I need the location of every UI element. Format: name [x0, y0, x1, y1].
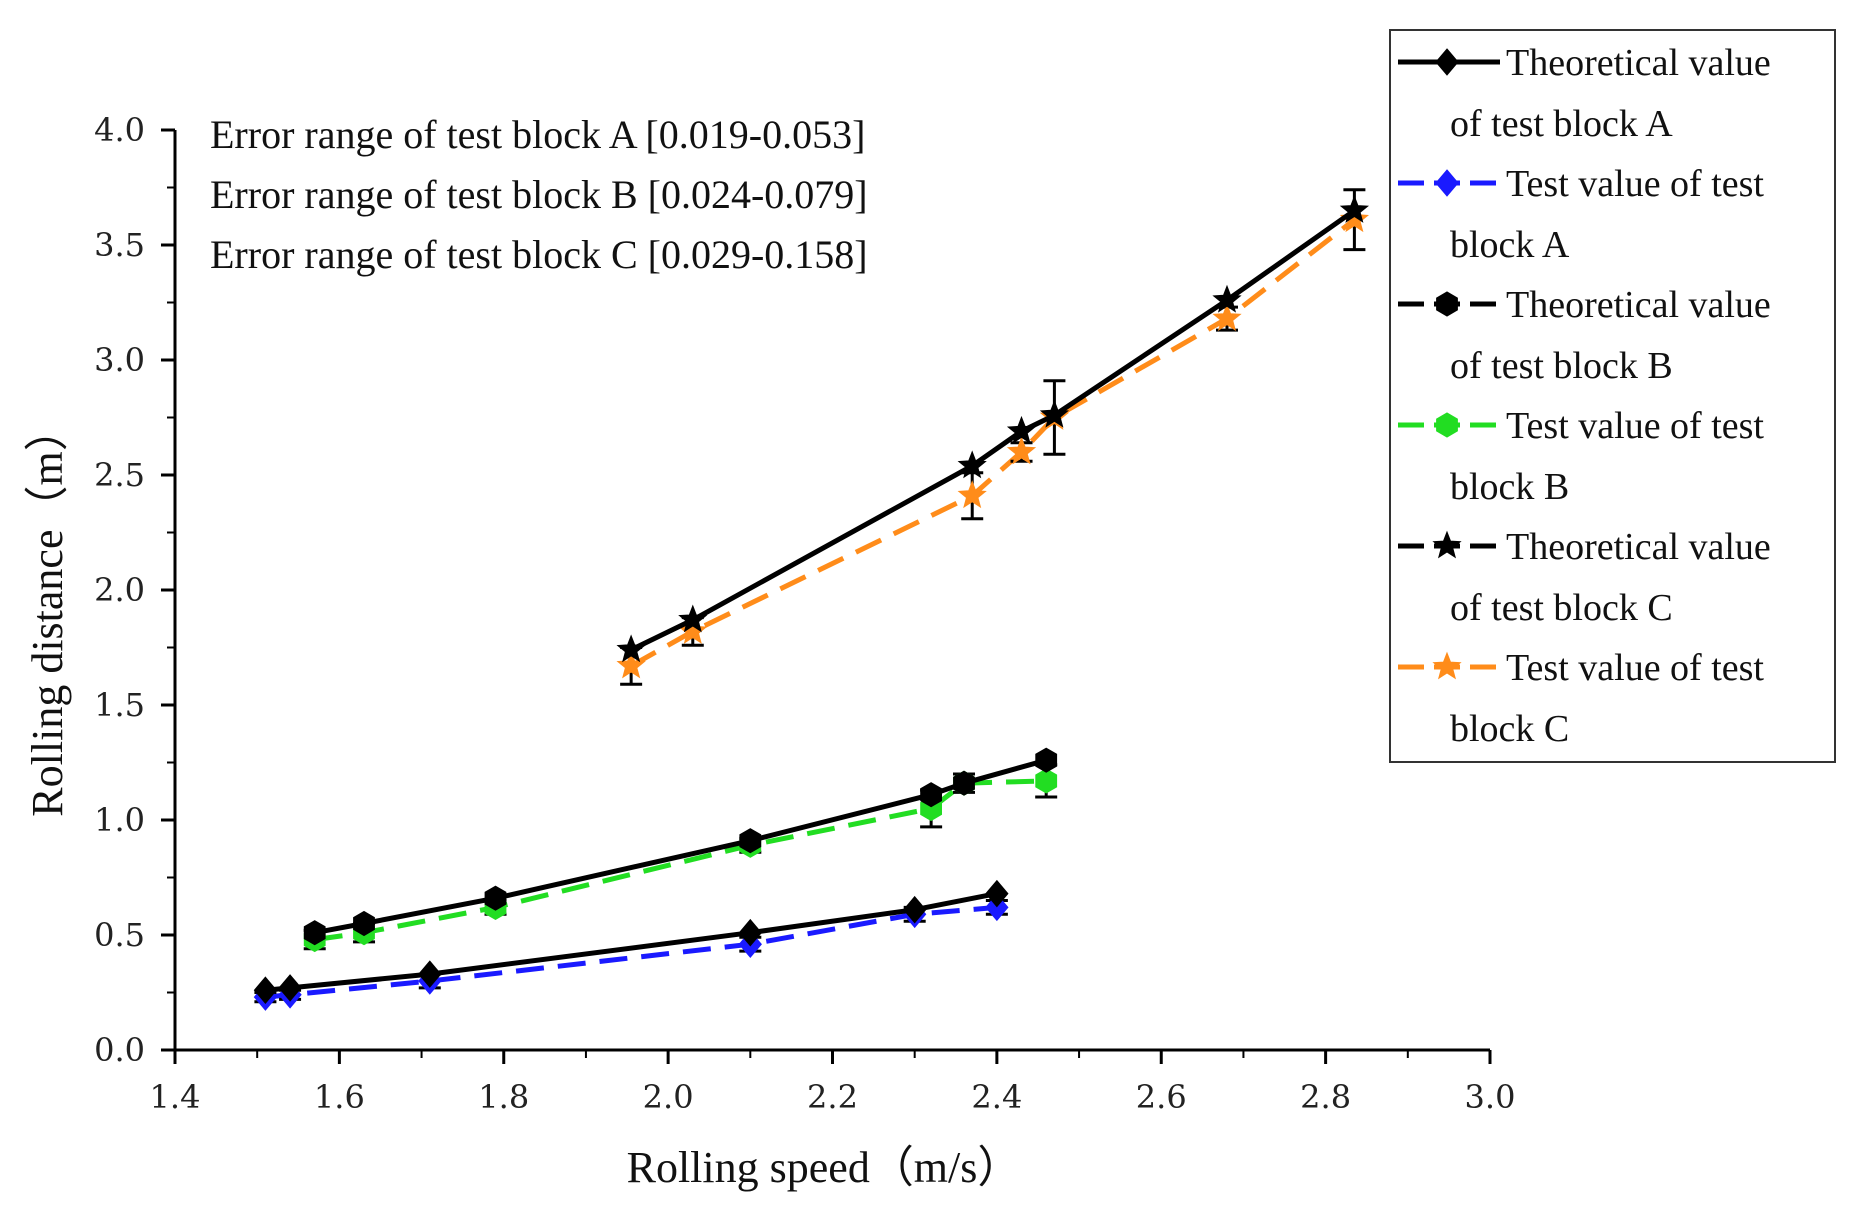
- data-point: [353, 910, 375, 937]
- legend-label: block B: [1450, 466, 1569, 508]
- legend-label: block C: [1450, 708, 1569, 750]
- data-point: [1006, 415, 1037, 444]
- y-tick-label: 1.5: [94, 686, 145, 724]
- data-point: [1035, 747, 1058, 773]
- data-point: [484, 885, 507, 911]
- series-layer: [253, 188, 1370, 1011]
- data-point: [303, 920, 326, 946]
- data-point: [253, 976, 278, 1004]
- data-point: [616, 650, 646, 679]
- x-tick-label: 1.8: [478, 1078, 529, 1116]
- data-point: [738, 918, 762, 947]
- annotation-block-b: Error range of test block B [0.024-0.079…: [210, 172, 868, 217]
- series-line: [265, 891, 998, 993]
- x-tick-label: 2.4: [971, 1078, 1022, 1116]
- data-point: [678, 604, 708, 633]
- data-point: [1035, 768, 1058, 794]
- legend-label: Theoretical value: [1506, 284, 1771, 326]
- data-point: [953, 770, 975, 796]
- data-point: [278, 974, 302, 1002]
- y-tick-label: 2.0: [94, 571, 145, 609]
- x-tick-label: 2.0: [643, 1078, 694, 1116]
- data-point: [739, 828, 762, 854]
- legend-marker: [1432, 651, 1462, 680]
- series-5: [616, 195, 1370, 663]
- series-1: [253, 879, 1009, 1004]
- annotation-block-c: Error range of test block C [0.029-0.158…: [210, 232, 868, 277]
- annotation-block-a: Error range of test block A [0.019-0.053…: [210, 112, 865, 157]
- data-point: [903, 895, 927, 924]
- x-tick-label: 2.6: [1136, 1078, 1187, 1116]
- legend-marker: [1435, 48, 1459, 76]
- data-point: [1039, 399, 1070, 428]
- series-6: [616, 188, 1370, 686]
- legend-label: block A: [1450, 224, 1570, 266]
- legend-label: of test block B: [1450, 345, 1673, 387]
- legend: Theoretical value of test block A Test val…: [1389, 29, 1836, 763]
- data-point: [1212, 284, 1242, 313]
- x-tick-label: 1.4: [150, 1078, 201, 1116]
- axes-layer: 1.4 1.6 1.8 2.0 2.2 2.4 2.6 2.8 3.0 0.0 0.5 1.0 1.5 2…: [94, 111, 1515, 1116]
- legend-marker: [1436, 291, 1458, 317]
- data-point: [1006, 436, 1037, 465]
- y-tick-label: 0.5: [94, 916, 145, 954]
- x-tick-label: 3.0: [1465, 1078, 1516, 1116]
- data-point: [957, 480, 987, 509]
- data-point: [920, 782, 942, 808]
- data-point: [418, 960, 442, 988]
- data-point: [616, 634, 646, 663]
- y-tick-label: 3.5: [94, 226, 145, 264]
- legend-label: Theoretical value: [1506, 526, 1771, 568]
- x-tick-label: 1.6: [314, 1078, 365, 1116]
- legend-box: [1389, 29, 1836, 763]
- data-point: [957, 450, 987, 479]
- legend-marker: [1435, 169, 1459, 197]
- y-tick-label: 3.0: [94, 341, 145, 379]
- legend-label: Test value of test: [1506, 405, 1764, 447]
- y-tick-label: 1.0: [94, 801, 145, 839]
- data-point: [985, 879, 1009, 908]
- x-tick-label: 2.8: [1300, 1078, 1351, 1116]
- x-tick-label: 2.2: [807, 1078, 858, 1116]
- legend-label: Test value of test: [1506, 647, 1764, 689]
- legend-label: Test value of test: [1506, 163, 1764, 205]
- y-tick-label: 0.0: [94, 1031, 145, 1069]
- data-point: [1339, 195, 1370, 223]
- legend-marker: [1432, 530, 1462, 559]
- y-tick-label: 2.5: [94, 456, 145, 494]
- legend-label: of test block C: [1450, 587, 1673, 629]
- legend-marker: [1436, 412, 1458, 438]
- x-axis-title: Rolling speed（m/s）: [627, 1143, 1022, 1192]
- y-tick-label: 4.0: [94, 111, 145, 149]
- data-point: [1212, 303, 1242, 332]
- y-axis-title: Rolling distance（m）: [23, 407, 72, 816]
- legend-label: Theoretical value: [1506, 42, 1771, 84]
- legend-label: of test block A: [1450, 103, 1673, 145]
- label-layer: Rolling speed（m/s） Rolling distance（m） E…: [23, 112, 1021, 1192]
- data-point: [985, 893, 1009, 922]
- series-3: [303, 747, 1058, 946]
